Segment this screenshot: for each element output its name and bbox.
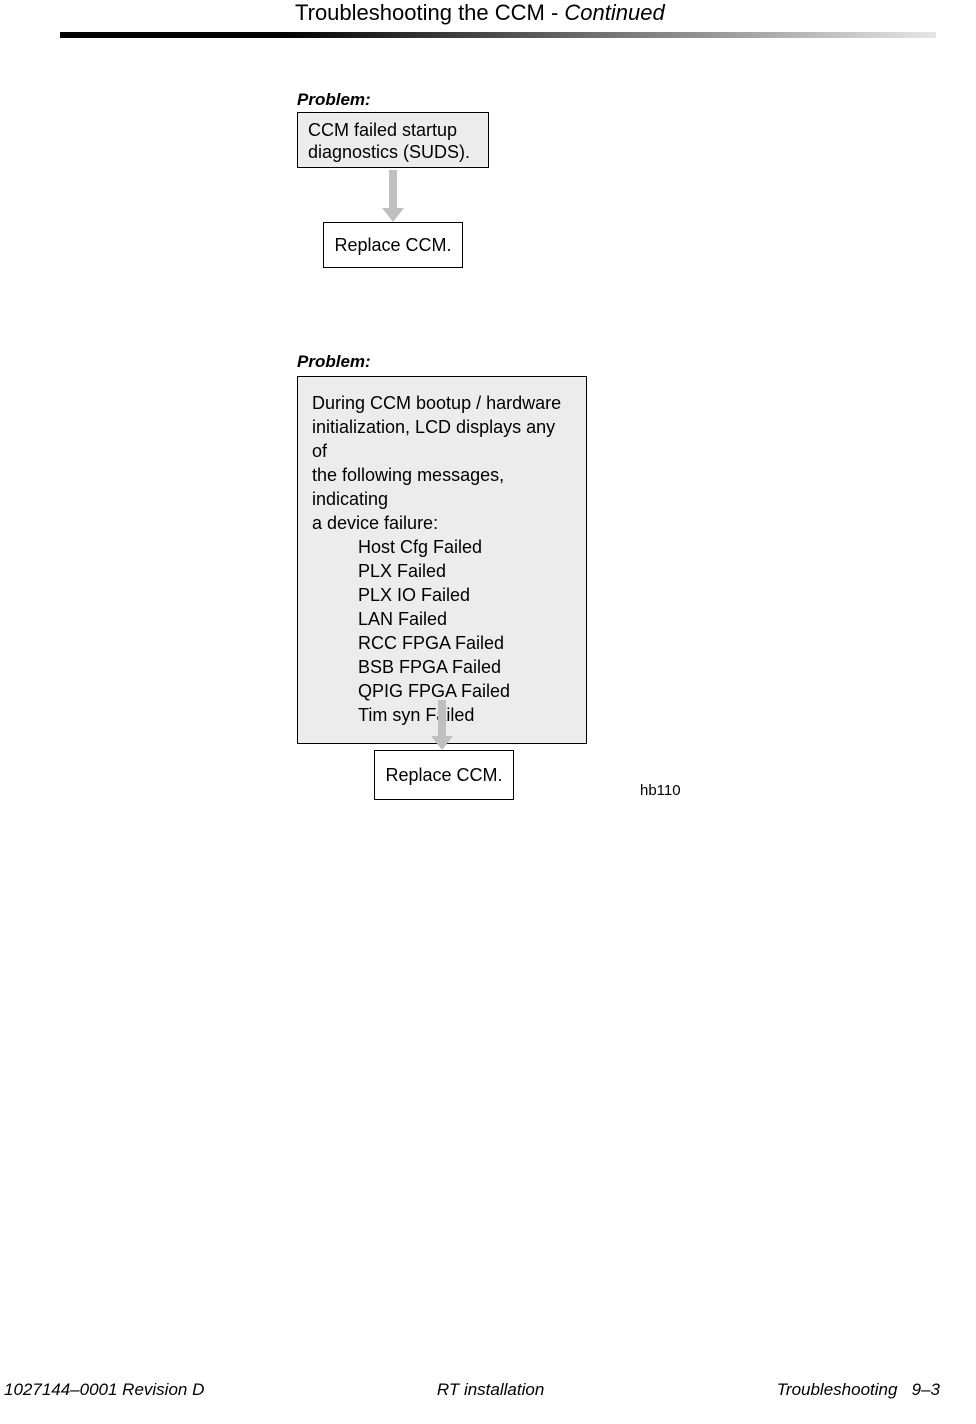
header-continued: Continued — [564, 0, 664, 25]
flow2-action-box: Replace CCM. — [374, 750, 514, 800]
flow1-box1-line2: diagnostics (SUDS). — [308, 141, 478, 163]
flow2-intro-l4: a device failure: — [312, 511, 572, 535]
problem-label-2: Problem: — [297, 352, 371, 372]
flow2-msg: Tim syn Failed — [358, 703, 572, 727]
flow2-msg: QPIG FPGA Failed — [358, 679, 572, 703]
flow2-intro-l2: initialization, LCD displays any of — [312, 415, 572, 463]
header-rule — [60, 32, 936, 38]
page-header: Troubleshooting the CCM - Continued — [295, 0, 665, 26]
page-footer: 1027144–0001 Revision D RT installation … — [0, 1380, 976, 1400]
header-title: Troubleshooting the CCM - — [295, 0, 564, 25]
flow1-action-box: Replace CCM. — [323, 222, 463, 268]
flow2-arrow — [438, 700, 446, 738]
flow2-msg: Host Cfg Failed — [358, 535, 572, 559]
problem-label-1: Problem: — [297, 90, 371, 110]
flow2-msg: RCC FPGA Failed — [358, 631, 572, 655]
footer-left: 1027144–0001 Revision D — [4, 1380, 204, 1400]
flow2-action-text: Replace CCM. — [385, 765, 502, 786]
flow2-intro-l3: the following messages, indicating — [312, 463, 572, 511]
flow2-problem-box: During CCM bootup / hardware initializat… — [297, 376, 587, 744]
flow2-msg: BSB FPGA Failed — [358, 655, 572, 679]
footer-page: 9–3 — [912, 1380, 940, 1399]
figure-reference: hb110 — [640, 782, 681, 799]
flow1-problem-box: CCM failed startup diagnostics (SUDS). — [297, 112, 489, 168]
flow2-msg: PLX IO Failed — [358, 583, 572, 607]
flow2-msg: PLX Failed — [358, 559, 572, 583]
flow1-action-text: Replace CCM. — [334, 235, 451, 256]
flow1-box1-line1: CCM failed startup — [308, 119, 478, 141]
flow2-intro-l1: During CCM bootup / hardware — [312, 391, 572, 415]
footer-right: Troubleshooting 9–3 — [777, 1380, 940, 1400]
page: Troubleshooting the CCM - Continued Prob… — [0, 0, 976, 1424]
footer-section: Troubleshooting — [777, 1380, 898, 1399]
flow1-arrow — [389, 170, 397, 210]
flow2-msg: LAN Failed — [358, 607, 572, 631]
flow2-message-list: Host Cfg Failed PLX Failed PLX IO Failed… — [312, 535, 572, 727]
footer-center: RT installation — [437, 1380, 544, 1400]
